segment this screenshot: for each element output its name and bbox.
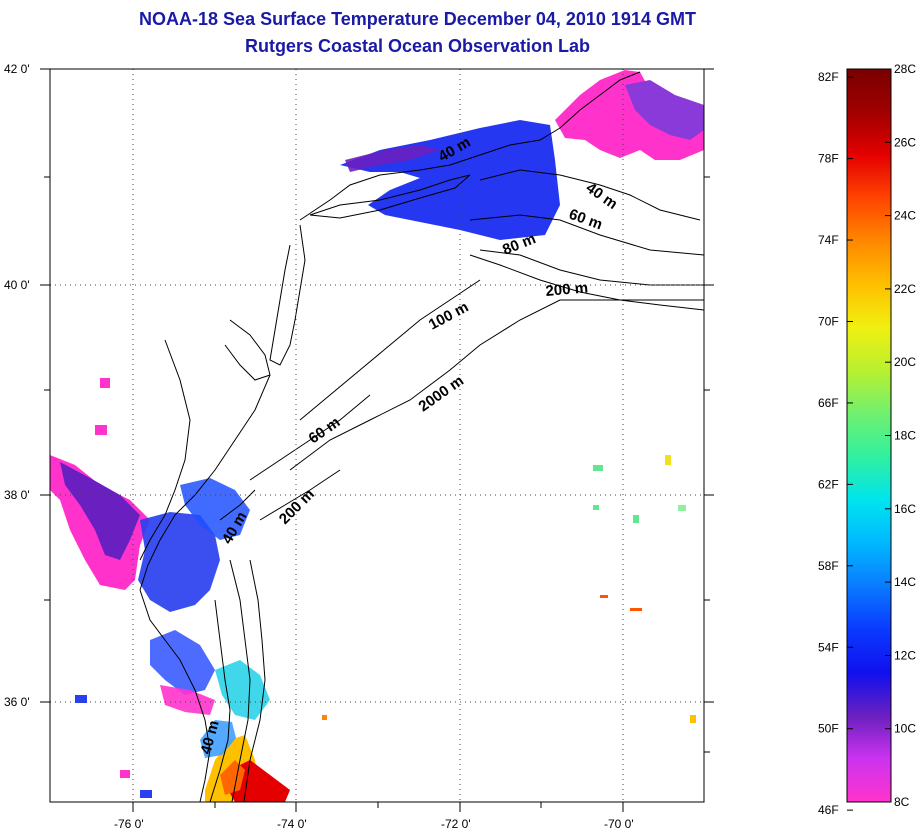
lat-label: 40 0' (4, 278, 30, 292)
colorbar-c-label: 12C (894, 648, 916, 662)
colorbar-f-label: 50F (818, 722, 839, 736)
sst-pixel (100, 378, 110, 388)
coastline-nj (269, 224, 306, 366)
lon-label: -70 0' (604, 817, 634, 831)
colorbar-c-label: 16C (894, 502, 916, 516)
isobath-60m-north (469, 214, 704, 256)
isobath-100m (299, 279, 481, 421)
isobath-shelf-south-2 (243, 559, 266, 802)
coastline-long-island (309, 174, 471, 219)
coastline-outer-banks (209, 599, 231, 802)
sst-pixel (690, 715, 696, 723)
lat-label: 42 0' (4, 62, 30, 76)
sst-pixel (75, 695, 87, 703)
sst-patch-chesapeake-inner (60, 462, 140, 560)
map-panel: 42 0' 40 0' 38 0' 36 0' -76 0' -74 0' -7… (4, 62, 714, 831)
sst-patch-va-coast (150, 630, 215, 695)
map-subtitle: Rutgers Coastal Ocean Observation Lab (244, 36, 591, 56)
isobath-40m-north (479, 169, 701, 221)
colorbar-c-label: 18C (894, 429, 916, 443)
colorbar-c-label: 20C (894, 355, 916, 369)
colorbar-c-label: 28C (894, 62, 916, 76)
sst-patch-delmarva-north (180, 478, 250, 540)
colorbar-ticks (847, 68, 891, 811)
colorbar: 82F 78F 74F 70F 66F 62F 58F 54F 50F 46F 28C 26C 24C… (818, 62, 916, 817)
colorbar-f-labels: 82F 78F 74F 70F 66F 62F 58F 54F 50F 46F (818, 70, 839, 817)
sst-pixel (95, 425, 107, 435)
coastline-chesapeake (139, 339, 191, 561)
sst-patch-delmarva (138, 512, 220, 612)
coastline-va-nc (139, 589, 211, 802)
isobath-200m-north (469, 254, 704, 311)
isobath-60m-mid (249, 394, 371, 481)
grid-lines (50, 69, 704, 802)
sst-pixel (120, 770, 130, 778)
colorbar-f-label: 46F (818, 803, 839, 817)
isobath-200m-south (259, 469, 341, 521)
colorbar-f-label: 74F (818, 233, 839, 247)
axis-ticks (40, 68, 714, 812)
sst-pixel (140, 790, 152, 798)
map-frame (49, 68, 705, 803)
lat-label: 38 0' (4, 488, 30, 502)
colorbar-f-label: 78F (818, 152, 839, 166)
colorbar-c-label: 14C (894, 575, 916, 589)
sst-pixel (593, 465, 603, 471)
colorbar-f-label: 70F (818, 314, 839, 328)
colorbar-f-label: 58F (818, 559, 839, 573)
colorbar-c-label: 26C (894, 135, 916, 149)
sst-pixel (593, 505, 599, 510)
sst-pixel (630, 608, 642, 611)
isobath-80m (479, 249, 704, 286)
colorbar-c-label: 22C (894, 282, 916, 296)
sst-pixel (322, 715, 327, 720)
sst-pixel (600, 595, 608, 598)
sst-pixel (678, 505, 686, 511)
map-title: NOAA-18 Sea Surface Temperature December… (139, 9, 696, 29)
sst-patch-gulf-maine (625, 80, 704, 140)
sst-pixel (665, 455, 671, 465)
colorbar-c-label: 8C (894, 795, 910, 809)
lon-label: -74 0' (277, 817, 307, 831)
sst-patch-cape-hatteras (200, 720, 236, 758)
colorbar-c-label: 24C (894, 209, 916, 223)
sst-pixel (633, 515, 639, 523)
colorbar-c-labels: 28C 26C 24C 22C 20C 18C 16C 14C 12C 10C 8C (894, 62, 916, 809)
lat-label: 36 0' (4, 695, 30, 709)
sst-patch-cape-cod (555, 70, 704, 160)
colorbar-scale (846, 68, 892, 803)
colorbar-c-label: 10C (894, 722, 916, 736)
colorbar-f-label: 54F (818, 640, 839, 654)
coastline-new-england (299, 71, 641, 221)
contour-label: 200 m (545, 279, 589, 300)
isobath-shelf-south (229, 559, 251, 802)
lon-label: -76 0' (114, 817, 144, 831)
colorbar-f-label: 82F (818, 70, 839, 84)
colorbar-f-label: 66F (818, 396, 839, 410)
map-background (50, 69, 704, 802)
coastline-layer (139, 71, 704, 802)
isobath-2000m (289, 299, 704, 471)
lon-label: -72 0' (441, 817, 471, 831)
colorbar-f-label: 62F (818, 477, 839, 491)
sst-patch-ny-bight-edge (345, 145, 440, 172)
